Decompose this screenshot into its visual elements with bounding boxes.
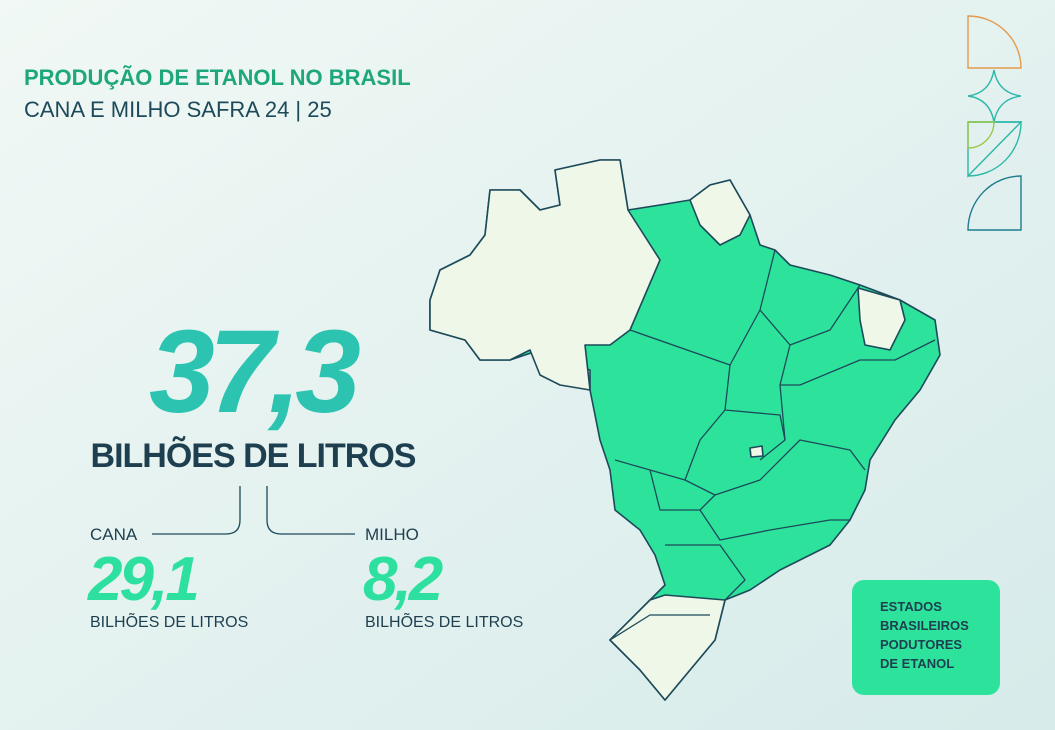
legend-line: ESTADOS: [880, 599, 942, 614]
title: PRODUÇÃO DE ETANOL NO BRASIL: [24, 65, 411, 90]
legend-line: PODUTORES: [880, 637, 962, 652]
legend-line: DE ETANOL: [880, 656, 954, 671]
cana-value: 29,1: [87, 545, 197, 614]
milho-unit: BILHÕES DE LITROS: [365, 611, 523, 631]
cana-unit: BILHÕES DE LITROS: [90, 611, 248, 631]
non-producer-north: [429, 159, 661, 391]
legend-box: [852, 580, 1000, 695]
non-producer-amapa: [689, 179, 751, 246]
connector: [152, 486, 241, 535]
brazil-map: [429, 159, 941, 701]
federal-district: [749, 445, 764, 458]
milho-label: MILHO: [365, 525, 419, 544]
non-producer-south: [609, 594, 726, 701]
total-unit: BILHÕES DE LITROS: [91, 437, 416, 475]
connector: [266, 486, 355, 535]
total-value: 37,3: [149, 306, 360, 438]
cana-label: CANA: [90, 525, 138, 544]
milho-value: 8,2: [363, 545, 443, 614]
legend-line: BRASILEIROS: [880, 618, 969, 633]
state-borders: [609, 249, 936, 641]
non-producer-northeast: [857, 287, 906, 351]
decoration: [967, 15, 1023, 231]
subtitle: CANA E MILHO SAFRA 24 | 25: [24, 97, 332, 122]
